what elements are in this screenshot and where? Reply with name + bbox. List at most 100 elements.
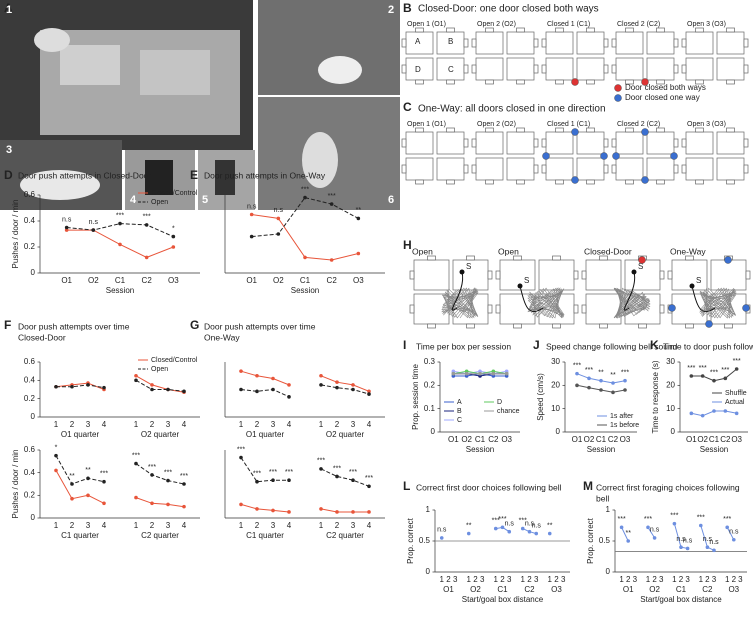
data-point <box>329 202 334 206</box>
maze-notch <box>667 270 673 280</box>
data-point <box>705 545 710 549</box>
maze-box <box>452 259 489 291</box>
legend-label: chance <box>497 408 520 415</box>
y-tick-label: 0.2 <box>24 242 36 251</box>
data-point <box>599 378 603 383</box>
significance-label: ** <box>625 530 631 537</box>
significance-label: *** <box>328 193 336 200</box>
significance-label: *** <box>710 370 718 377</box>
x-tick-label: 4 <box>287 521 292 530</box>
door-marker <box>612 152 620 160</box>
door-marker <box>641 176 649 184</box>
panel-label: L <box>403 479 410 493</box>
maze-box <box>671 259 708 291</box>
x-tick-label: O1 <box>448 435 459 444</box>
series-line <box>135 497 185 508</box>
maze-notch <box>611 38 617 48</box>
x-tick-label: O2 <box>584 435 595 444</box>
series-line <box>55 455 105 485</box>
maze <box>611 27 679 86</box>
maze-notch <box>625 179 634 185</box>
data-point <box>255 507 259 511</box>
significance-label: ** <box>466 522 472 529</box>
data-point <box>64 225 69 230</box>
photo-speaker <box>34 28 70 52</box>
data-point <box>500 525 505 530</box>
y-tick-label: 0.5 <box>599 536 611 545</box>
x-tick-label: O2 <box>461 435 472 444</box>
maze-notch <box>471 38 477 48</box>
x-tick-label: C2 <box>488 435 499 444</box>
data-point <box>319 373 323 378</box>
y-tick-label: 0.4 <box>24 375 36 384</box>
maze-notch <box>427 255 436 261</box>
significance-label: *** <box>143 214 151 221</box>
box-label: A <box>415 37 421 46</box>
group-label: C2 quarter <box>141 531 179 540</box>
maze-notch <box>541 38 547 48</box>
data-point <box>239 502 243 507</box>
data-point <box>575 371 579 376</box>
maze-box <box>615 157 644 181</box>
y-tick-label: 0.2 <box>424 380 436 389</box>
legend-label: Shuffle <box>725 390 747 397</box>
box-label: C <box>448 65 454 74</box>
significance-label: *** <box>618 516 626 523</box>
x-tick-label: 3 <box>166 521 171 530</box>
y-tick-label: 0 <box>606 567 611 576</box>
maze-notch <box>695 127 704 133</box>
x-tick-label: 3 <box>271 420 276 429</box>
maze-notch <box>446 79 455 85</box>
maze-notch <box>743 164 749 174</box>
photo-number: 2 <box>388 4 394 16</box>
maze-box <box>413 293 450 325</box>
maze-notch <box>603 164 609 174</box>
data-point <box>70 496 74 501</box>
chart-title: One-Way <box>204 332 240 342</box>
x-tick-label: 1 <box>646 575 651 584</box>
chart-title: Closed-Door <box>18 332 66 342</box>
session-label: Open 1 (O1) <box>407 21 446 28</box>
maze-box <box>671 293 708 325</box>
data-point <box>335 385 339 390</box>
maze-notch <box>471 164 477 174</box>
data-point <box>587 376 591 381</box>
photo-rat <box>20 170 100 200</box>
start-dot <box>517 283 523 289</box>
x-tick-label: 2 <box>255 420 260 429</box>
data-point <box>239 387 243 392</box>
x-tick-label: C1 <box>300 276 311 285</box>
x-tick-label: O3 <box>168 276 179 285</box>
maze-box <box>506 131 535 155</box>
x-tick-label: 1 <box>521 575 526 584</box>
maze-notch <box>611 64 617 74</box>
data-point <box>689 411 694 416</box>
group-label: O1 quarter <box>61 430 100 439</box>
maze-box <box>685 157 714 181</box>
maze-notch <box>726 27 735 33</box>
maze-notch <box>516 27 525 33</box>
series-line <box>55 382 105 390</box>
significance-label: *** <box>498 516 506 523</box>
significance-label: * <box>55 445 58 452</box>
door-marker <box>600 152 608 160</box>
data-point <box>86 383 90 387</box>
x-axis-label: Start/goal box distance <box>462 595 544 604</box>
x-tick-label: 3 <box>351 420 356 429</box>
series-line <box>135 379 185 392</box>
data-point <box>329 258 334 262</box>
x-tick-label: 2 <box>626 575 631 584</box>
data-point <box>534 531 539 536</box>
data-point <box>271 478 275 483</box>
data-point <box>182 482 186 486</box>
maze-notch <box>471 64 477 74</box>
data-point <box>712 409 716 413</box>
x-tick-label: 4 <box>367 521 372 530</box>
maze-notch <box>552 323 561 329</box>
x-tick-label: 4 <box>367 420 372 429</box>
maze-notch <box>681 64 687 74</box>
data-point <box>287 383 291 387</box>
x-axis-label: Start/goal box distance <box>640 595 722 604</box>
significance-label: n.s <box>532 522 542 529</box>
